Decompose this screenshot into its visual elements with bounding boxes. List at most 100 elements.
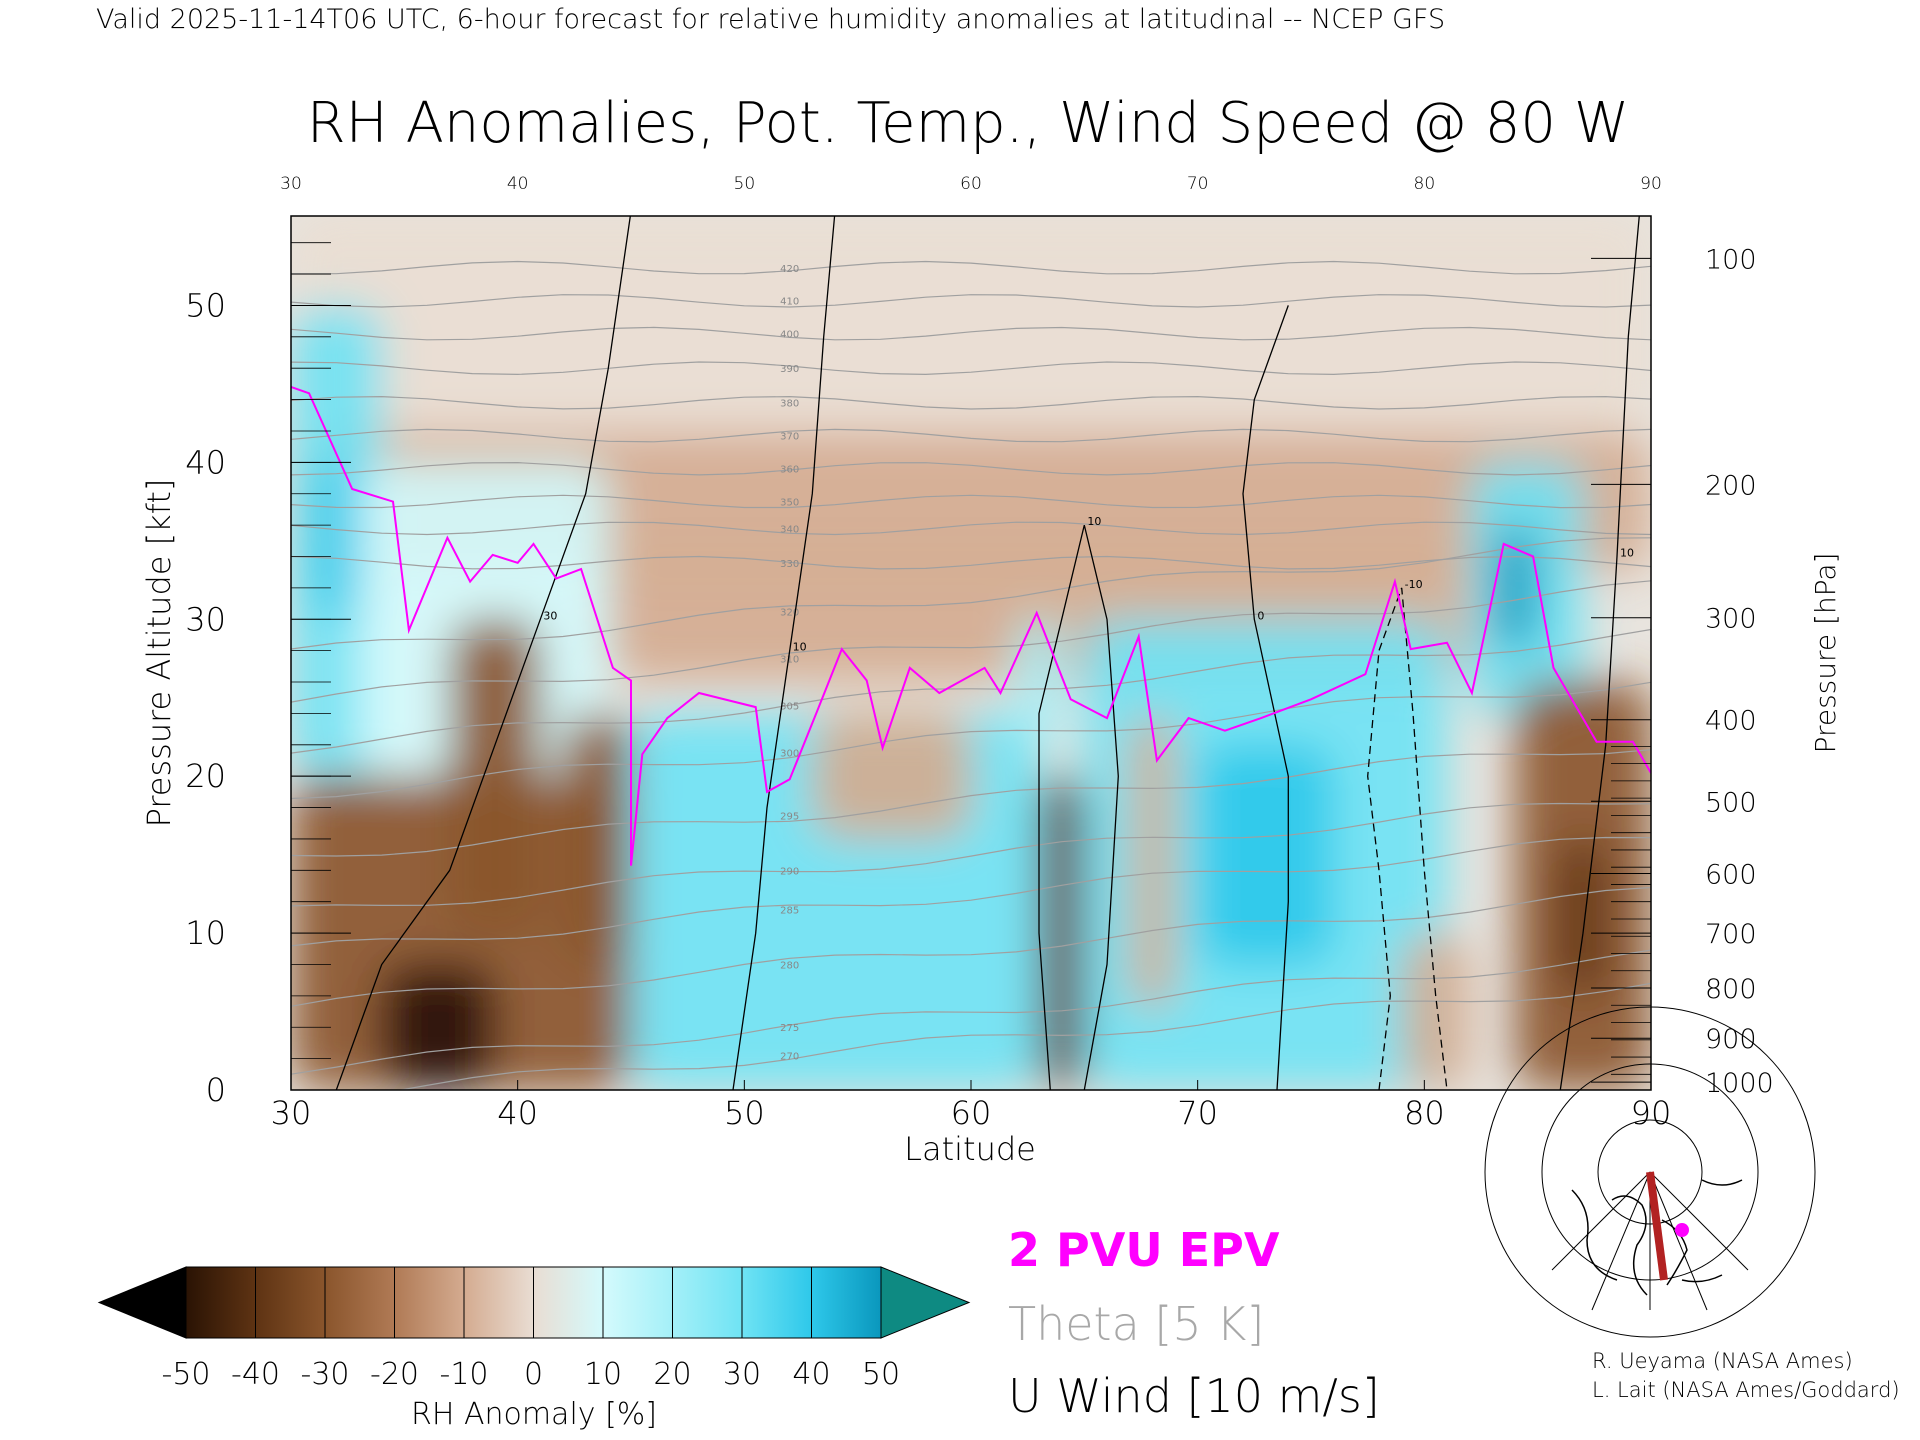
theta-contour <box>291 537 1651 650</box>
rh-anomaly-region <box>1560 838 1606 996</box>
theta-contour-label: 270 <box>780 1051 799 1062</box>
pressure-tick-label: 700 <box>1705 919 1757 950</box>
theta-contour-label: 320 <box>780 607 799 618</box>
colorbar-segment <box>672 1266 743 1339</box>
colorbar-segment <box>602 1266 673 1339</box>
pressure-tick-label: 300 <box>1705 604 1757 635</box>
rh-anomaly-region <box>291 430 1651 573</box>
pressure-tick-label: 500 <box>1705 787 1757 818</box>
u-wind-contour <box>1242 305 1289 1090</box>
rh-anomaly-region <box>449 619 541 934</box>
colorbar-over-triangle <box>880 1266 971 1339</box>
theta-contour-label: 275 <box>780 1023 799 1034</box>
colorbar-segment <box>255 1266 326 1339</box>
theta-contour-label: 280 <box>780 960 799 971</box>
colorbar-segment <box>324 1266 395 1339</box>
rh-anomaly-region <box>291 216 1651 431</box>
rh-anomaly-region <box>1039 776 1085 1090</box>
theta-contour-label: 360 <box>780 465 799 476</box>
rh-anomaly-region <box>313 462 359 620</box>
rh-anomaly-region <box>1401 933 1470 1090</box>
x-tick-label: 70 <box>1177 1094 1218 1132</box>
chart-title: RH Anomalies, Pot. Temp., Wind Speed @ 8… <box>307 91 1629 156</box>
theta-contour <box>291 494 1651 509</box>
theta-contour-label: 300 <box>780 749 799 760</box>
u-wind-contour <box>732 216 836 1090</box>
pressure-tick-label: 600 <box>1705 859 1757 890</box>
pressure-tick-label: 100 <box>1705 244 1757 275</box>
legend-theta: Theta [5 K] <box>1008 1297 1264 1351</box>
top-tick-label: 60 <box>960 174 982 194</box>
u-wind-contour-label: 10 <box>1620 546 1634 559</box>
theta-contour-label: 410 <box>780 297 799 308</box>
theta-contour <box>291 949 1651 1075</box>
u-wind-contour <box>1559 216 1640 1090</box>
x-tick-label: 90 <box>1631 1094 1672 1132</box>
colorbar-tick-label: 30 <box>723 1357 761 1392</box>
y-axis-label: Pressure Altitude [kft] <box>140 479 178 828</box>
location-map <box>1484 1006 1816 1338</box>
rh-anomaly-region <box>1016 619 1062 745</box>
colorbar-tick-label: 50 <box>862 1357 900 1392</box>
colorbar-tick-label: -30 <box>301 1357 350 1392</box>
credit-line-2: L. Lait (NASA Ames/Goddard) <box>1592 1378 1900 1402</box>
theta-contour-label: 330 <box>780 559 799 570</box>
theta-contour-label: 305 <box>780 702 799 713</box>
colorbar-tick-label: 0 <box>524 1357 543 1392</box>
rh-anomaly-region <box>1197 744 1334 965</box>
theta-contour <box>291 555 1651 570</box>
theta-contour <box>291 681 1651 800</box>
legend-pv: 2 PVU EPV <box>1008 1223 1280 1277</box>
theta-contour <box>291 461 1651 476</box>
u-wind-contour <box>335 216 631 1090</box>
x-tick-label: 80 <box>1404 1094 1445 1132</box>
u-wind-contour-label: -10 <box>1405 578 1423 591</box>
rh-anomaly-region <box>563 713 631 965</box>
theta-contour <box>291 628 1651 754</box>
theta-contour <box>291 836 1651 947</box>
theta-contour-label: 285 <box>780 906 799 917</box>
colorbar-label: RH Anomaly [%] <box>411 1397 657 1432</box>
y-tick-label: 30 <box>185 600 226 638</box>
pressure-tick-label: 800 <box>1705 974 1757 1005</box>
u-wind-contour-label: 30 <box>543 609 557 622</box>
top-tick-label: 40 <box>507 174 529 194</box>
theta-contour-label: 400 <box>780 330 799 341</box>
colorbar-tick-label: -40 <box>231 1357 280 1392</box>
colorbar-tick-label: 40 <box>792 1357 830 1392</box>
colorbar-segment <box>741 1266 812 1339</box>
top-tick-label: 80 <box>1414 174 1436 194</box>
rh-anomaly-region <box>812 713 971 839</box>
top-tick-label: 70 <box>1187 174 1209 194</box>
theta-contour <box>291 294 1651 308</box>
y-tick-label: 0 <box>206 1071 226 1109</box>
theta-contour <box>291 395 1651 410</box>
theta-contour-label: 310 <box>780 654 799 665</box>
rh-anomaly-region <box>1492 525 1538 651</box>
theta-contour <box>291 428 1651 443</box>
colorbar-segment <box>811 1266 882 1339</box>
theta-contour-label: 290 <box>780 866 799 877</box>
x-tick-label: 30 <box>271 1094 312 1132</box>
pv-2pvu-line <box>291 386 1651 866</box>
colorbar-segment <box>463 1266 534 1339</box>
credit-line-1: R. Ueyama (NASA Ames) <box>1592 1349 1853 1373</box>
theta-contour-label: 370 <box>780 432 799 443</box>
theta-contour <box>291 260 1651 275</box>
colorbar-under-triangle <box>97 1266 187 1339</box>
legend-uwind: U Wind [10 m/s] <box>1008 1369 1380 1423</box>
theta-contour <box>291 361 1651 376</box>
x-tick-label: 40 <box>497 1094 538 1132</box>
y-tick-label: 20 <box>185 757 226 795</box>
theta-contour <box>291 749 1651 857</box>
theta-contour <box>291 802 1651 907</box>
x-tick-label: 50 <box>724 1094 765 1132</box>
x-axis-label: Latitude <box>904 1130 1036 1168</box>
u-wind-contour-label: 10 <box>793 641 807 654</box>
theta-contour <box>291 886 1651 1007</box>
y-axis-right-label: Pressure [hPa] <box>1809 553 1842 754</box>
theta-contour-label: 380 <box>780 399 799 410</box>
theta-contour-label: 350 <box>780 498 799 509</box>
colorbar-segment <box>533 1266 604 1339</box>
